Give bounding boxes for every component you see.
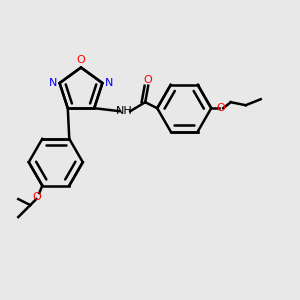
Text: O: O — [76, 55, 85, 65]
Text: O: O — [144, 75, 153, 85]
Text: N: N — [49, 78, 57, 88]
Text: O: O — [32, 192, 40, 202]
Text: NH: NH — [116, 106, 133, 116]
Text: N: N — [105, 78, 113, 88]
Text: O: O — [217, 103, 226, 113]
